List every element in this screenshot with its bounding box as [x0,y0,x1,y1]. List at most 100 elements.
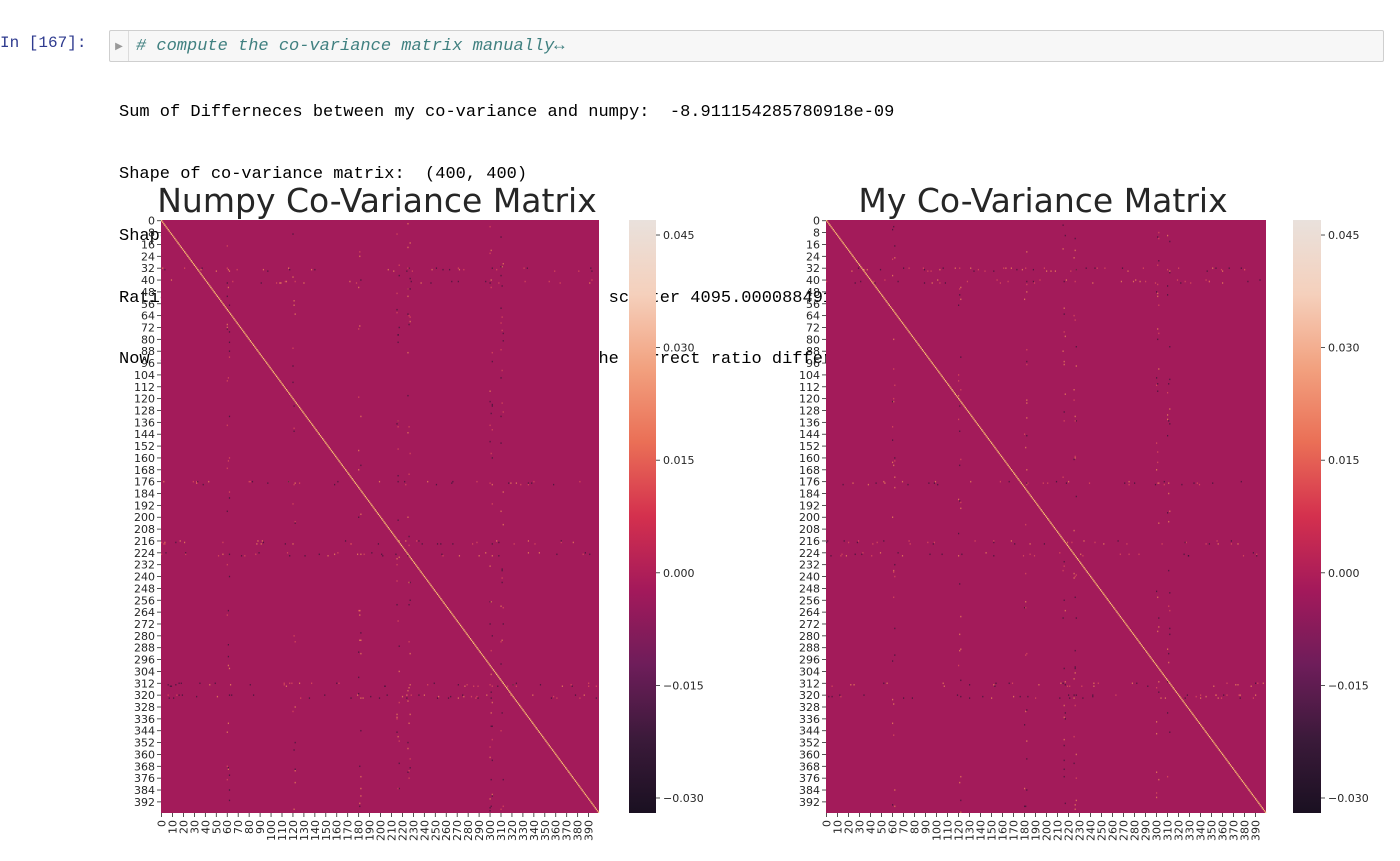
x-tick-label: 370 [1228,820,1241,841]
y-tick-label: 184 [134,488,155,501]
heatmap-diagonal-cell [1035,501,1037,504]
y-tick-label: 288 [799,642,820,655]
heatmap-speckle [1157,264,1159,266]
heatmap-speckle [974,540,976,542]
heatmap-diagonal-cell [1039,507,1041,510]
y-tick-label: 208 [799,523,820,536]
heatmap-diagonal-cell [1173,688,1175,690]
heatmap-diagonal-cell [972,417,974,419]
heatmap-speckle [397,426,399,428]
heatmap-diagonal-cell [1093,580,1095,582]
code-input[interactable]: ▶ # compute the co-variance matrix manua… [109,30,1384,62]
heatmap-diagonal-cell [1207,734,1209,736]
heatmap-diagonal-cell [1149,655,1151,658]
heatmap-speckle [1064,712,1066,714]
heatmap-speckle [408,686,410,689]
heatmap-diagonal-cell [509,691,511,693]
y-tick-label: 360 [134,748,155,761]
heatmap-diagonal-cell [1117,612,1119,615]
heatmap-diagonal-cell [1000,455,1003,458]
heatmap-speckle [292,503,294,505]
heatmap-speckle [1019,695,1021,698]
heatmap-diagonal-cell [553,750,555,753]
heatmap-speckle [960,356,962,358]
heatmap-speckle [1131,682,1133,685]
heatmap-speckle [397,620,399,622]
heatmap-diagonal-cell [922,350,925,352]
heatmap-diagonal-cell [538,731,541,733]
heatmap-diagonal-cell [453,615,455,618]
heatmap-diagonal-cell [941,375,943,378]
heatmap-diagonal-cell [392,532,394,535]
heatmap-speckle [226,614,228,616]
heatmap-speckle [491,795,493,797]
heatmap-speckle [973,270,975,272]
y-tick-label: 216 [134,535,155,548]
heatmap-speckle [1026,709,1028,711]
x-tick-label: 370 [561,820,574,841]
heatmap-speckle [500,663,502,665]
y-tick-label: 240 [799,571,820,584]
heatmap-speckle [244,555,246,557]
heatmap-diagonal-cell [1222,753,1224,756]
heatmap-speckle [970,267,972,269]
heatmap-diagonal-cell [1253,796,1256,799]
heatmap-speckle [1119,553,1121,556]
heatmap-speckle [1217,697,1219,699]
heatmap-speckle [408,641,410,643]
heatmap-diagonal-cell [446,606,449,609]
heatmap-speckle [359,639,361,642]
heatmap-diagonal-cell [1249,790,1251,793]
heatmap-speckle [228,457,231,459]
heatmap-speckle [1169,609,1171,612]
heatmap-diagonal-cell [1050,522,1052,524]
heatmap-speckle [1025,572,1027,575]
heatmap-diagonal-cell [1261,807,1263,809]
x-tick-label: 360 [1217,820,1230,841]
heatmap-speckle [1104,267,1106,269]
heatmap-diagonal-cell [1233,768,1235,771]
heatmap-speckle [1066,685,1069,687]
heatmap-speckle [408,770,410,772]
heatmap-speckle [185,552,187,554]
heatmap-speckle [491,403,493,406]
heatmap-speckle [1157,451,1159,453]
x-tick-label: 200 [1041,820,1054,841]
heatmap-speckle [500,808,502,811]
heatmap-speckle [894,457,896,459]
heatmap-diagonal-cell [400,544,403,547]
heatmap-speckle [1024,298,1026,301]
heatmap-speckle [933,482,935,484]
heatmap-speckle [1063,704,1065,707]
heatmap-speckle [515,685,517,687]
heatmap-speckle [929,553,931,556]
heatmap-diagonal-cell [1230,765,1233,768]
heatmap-diagonal-cell [454,617,456,619]
heatmap-speckle [196,482,198,484]
heatmap-diagonal-cell [1021,483,1024,486]
heatmap-diagonal-cell [1136,638,1138,640]
heatmap-speckle [1073,678,1075,680]
heatmap-speckle [1239,697,1241,699]
heatmap-speckle [409,652,411,655]
heatmap-speckle [489,440,491,443]
heatmap-diagonal-cell [973,418,975,421]
heatmap-diagonal-cell [546,741,548,744]
y-tick-label: 344 [134,725,155,738]
heatmap-diagonal-cell [404,549,406,551]
heatmap-diagonal-cell [478,649,480,652]
heatmap-diagonal-cell [527,716,530,719]
heatmap-speckle [409,581,411,584]
heatmap-diagonal-cell [1255,798,1257,800]
heatmap-diagonal-cell [1066,544,1069,547]
collapse-toggle-button[interactable]: ▶ [110,31,129,61]
heatmap-speckle [502,491,504,493]
heatmap-diagonal-cell [502,682,504,685]
heatmap-speckle [501,569,503,572]
heatmap-speckle [1208,280,1210,283]
heatmap-speckle [283,684,285,686]
heatmap-speckle [1064,802,1066,805]
heatmap-speckle [908,267,910,269]
heatmap-diagonal-cell [1053,526,1055,529]
heatmap-diagonal-cell [311,423,313,425]
